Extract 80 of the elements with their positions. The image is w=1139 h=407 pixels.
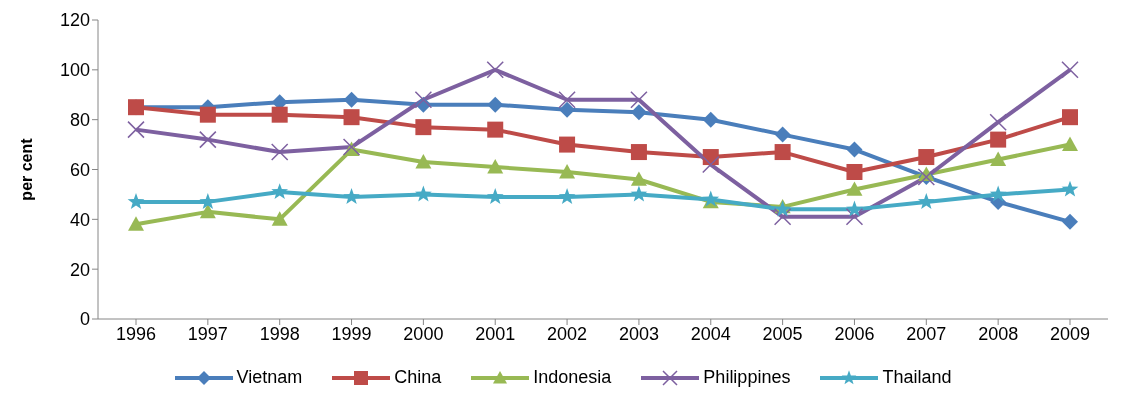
x-tick-label: 2006 <box>834 323 875 344</box>
point <box>487 159 504 174</box>
point <box>128 216 144 231</box>
point <box>846 181 863 196</box>
x-tick-label: 1996 <box>115 323 157 344</box>
point <box>990 151 1007 166</box>
point <box>343 91 360 108</box>
point <box>199 203 216 219</box>
point <box>559 101 576 118</box>
point <box>558 188 576 205</box>
point <box>558 90 576 109</box>
point <box>415 185 432 202</box>
point <box>487 121 504 138</box>
point <box>702 155 720 174</box>
point <box>630 185 648 202</box>
point <box>917 193 935 210</box>
point <box>846 163 863 180</box>
point <box>343 188 360 205</box>
point <box>414 90 433 109</box>
x-tick-label: 2007 <box>906 323 947 344</box>
point <box>774 144 791 161</box>
point <box>559 136 576 153</box>
legend-label: Indonesia <box>533 367 612 388</box>
point <box>271 183 289 200</box>
point <box>271 106 288 123</box>
point <box>1061 180 1079 197</box>
point <box>415 119 432 136</box>
point <box>487 96 504 113</box>
point <box>1062 136 1078 151</box>
x-tick-label: 2002 <box>547 323 588 344</box>
point <box>199 130 217 149</box>
point <box>486 61 504 79</box>
y-tick-label: 40 <box>69 209 90 230</box>
x-tick-label: 2000 <box>403 323 444 344</box>
x-tick-label: 2008 <box>978 323 1019 344</box>
legend-label: Vietnam <box>236 367 303 388</box>
point <box>343 109 360 126</box>
point <box>918 149 935 166</box>
point <box>559 163 576 179</box>
y-tick-label: 80 <box>69 110 90 131</box>
y-axis-title: per cent <box>17 137 35 201</box>
point <box>1062 109 1078 126</box>
x-tick-label: 1999 <box>331 323 372 344</box>
point <box>773 208 792 226</box>
point <box>846 200 863 217</box>
point <box>271 211 288 226</box>
x-tick-label: 2003 <box>618 323 659 344</box>
legend-label: Philippines <box>703 367 791 388</box>
y-tick-label: 60 <box>69 159 90 180</box>
point <box>486 188 504 205</box>
point <box>990 131 1007 148</box>
x-tick-label: 2004 <box>690 323 731 344</box>
point <box>1062 213 1078 230</box>
y-tick-label: 120 <box>59 10 90 31</box>
point <box>774 126 791 143</box>
point <box>415 154 432 169</box>
point <box>199 106 216 123</box>
legend-label: China <box>394 367 442 388</box>
x-tick-label: 2009 <box>1049 323 1091 344</box>
x-tick-label: 2001 <box>475 323 516 344</box>
point <box>630 90 648 109</box>
y-tick-label: 0 <box>79 309 90 330</box>
y-tick-label: 20 <box>69 259 90 280</box>
point <box>989 185 1007 202</box>
x-tick-label: 2005 <box>762 323 803 344</box>
legend-label: Thailand <box>882 367 952 388</box>
point <box>127 193 145 210</box>
point <box>630 171 647 186</box>
x-tick-label: 1997 <box>187 323 228 344</box>
point <box>199 193 217 210</box>
point <box>270 143 289 161</box>
point <box>1061 61 1079 79</box>
point <box>702 111 719 128</box>
point <box>846 141 863 158</box>
x-tick-label: 1998 <box>259 323 300 344</box>
point <box>845 208 864 226</box>
point <box>630 144 647 161</box>
point <box>630 104 647 121</box>
y-tick-label: 100 <box>59 60 90 81</box>
point <box>127 120 145 139</box>
